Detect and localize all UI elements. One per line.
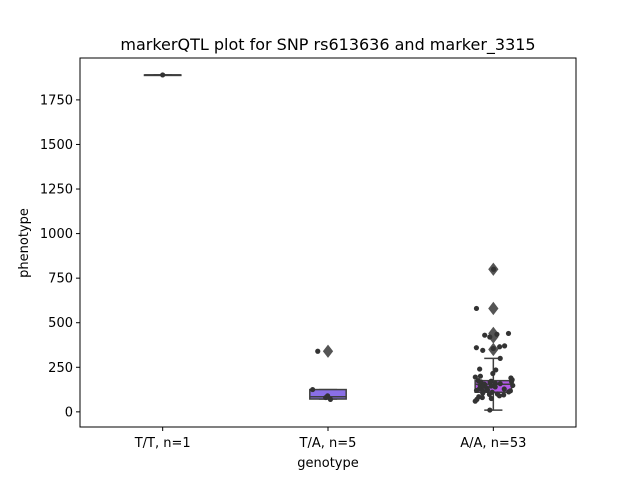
- data-point: [505, 330, 512, 337]
- data-point: [497, 381, 503, 387]
- data-point: [510, 382, 516, 389]
- data-point: [472, 398, 478, 404]
- data-point: [501, 386, 507, 392]
- data-point: [490, 345, 496, 352]
- data-point: [508, 378, 515, 385]
- data-point: [484, 387, 490, 393]
- x-tick-label: T/A, n=5: [299, 436, 357, 451]
- data-point: [479, 394, 485, 401]
- data-point: [492, 384, 498, 390]
- plot-frame: [79, 57, 577, 428]
- y-tick-label: 750: [48, 272, 73, 287]
- chart-title: markerQTL plot for SNP rs613636 and mark…: [120, 35, 535, 55]
- data-point: [506, 389, 512, 395]
- data-point: [487, 407, 493, 413]
- data-point: [501, 392, 507, 398]
- data-point: [480, 347, 486, 353]
- y-tick-label: 1000: [40, 227, 73, 242]
- data-point: [490, 266, 497, 272]
- y-tick-label: 1750: [40, 93, 73, 108]
- data-point: [323, 394, 329, 401]
- data-point: [486, 391, 493, 397]
- data-point: [496, 393, 503, 399]
- data-point: [315, 348, 321, 354]
- y-axis-label: phenotype: [17, 208, 32, 278]
- y-tick-label: 1250: [40, 183, 73, 198]
- data-point: [473, 345, 479, 351]
- x-tick-label: T/T, n=1: [134, 436, 191, 451]
- data-point: [472, 374, 478, 380]
- box-1: [309, 344, 347, 400]
- data-point: [497, 344, 503, 350]
- data-point: [501, 343, 508, 349]
- data-point: [310, 386, 316, 393]
- y-axis: 0 250 500 750 1000 1250 1500 1750: [40, 93, 80, 420]
- data-point: [488, 395, 494, 402]
- plot-area: [143, 72, 516, 413]
- y-tick-label: 500: [48, 316, 73, 331]
- data-point: [480, 390, 486, 396]
- data-point: [490, 370, 496, 377]
- x-tick-label: A/A, n=53: [460, 436, 526, 451]
- data-point: [327, 396, 334, 402]
- box-flier: [488, 301, 499, 316]
- box-flier: [322, 344, 334, 358]
- y-tick-label: 0: [65, 405, 73, 420]
- data-point: [473, 305, 480, 312]
- y-tick-label: 250: [48, 361, 73, 376]
- data-point: [482, 332, 488, 338]
- data-point: [477, 366, 483, 372]
- y-tick-label: 1500: [40, 138, 73, 153]
- data-point: [494, 331, 500, 337]
- data-point: [160, 72, 166, 78]
- data-point: [487, 334, 493, 340]
- data-point: [488, 383, 494, 389]
- data-point: [497, 355, 503, 361]
- x-axis-label: genotype: [297, 456, 358, 471]
- data-point: [473, 387, 480, 394]
- data-point: [477, 373, 483, 379]
- x-axis: T/T, n=1 T/A, n=5 A/A, n=53: [134, 427, 526, 451]
- data-point: [493, 367, 499, 373]
